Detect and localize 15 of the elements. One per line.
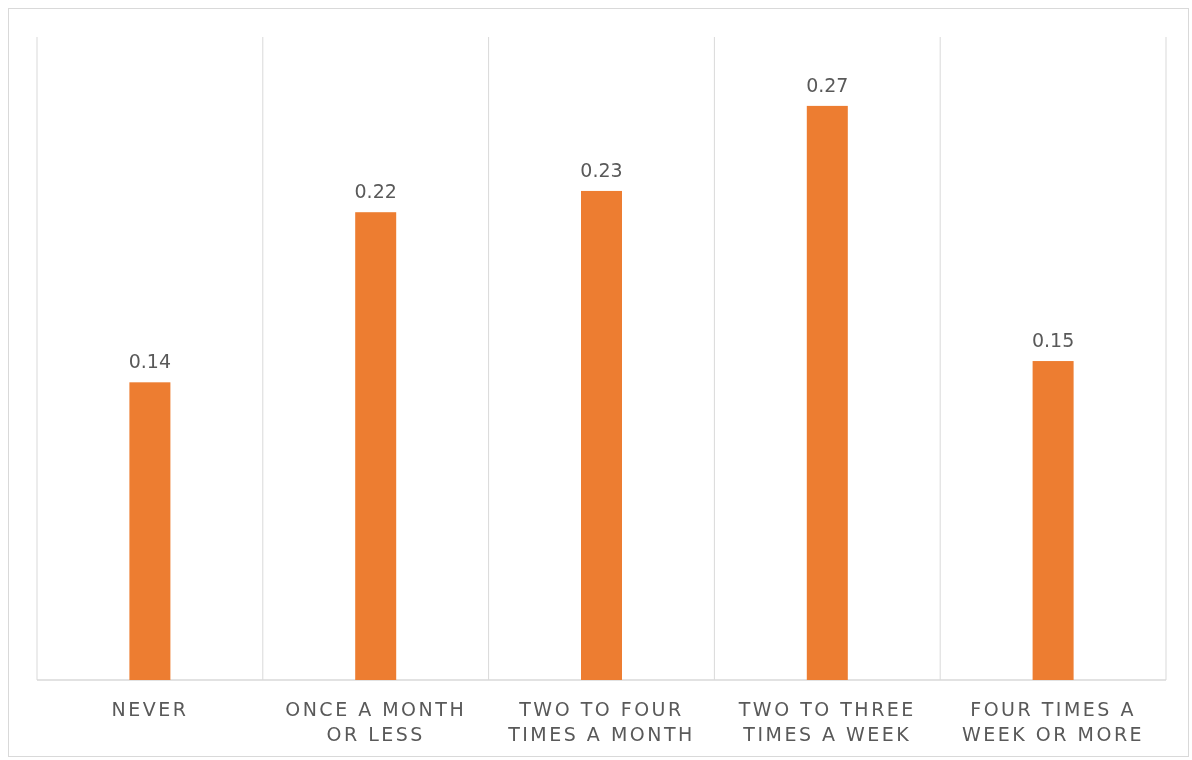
x-tick-label: ONCE A MONTH OR LESS	[285, 698, 467, 745]
x-tick-label: TWO TO THREE TIMES A WEEK	[737, 698, 916, 745]
data-label: 0.14	[128, 350, 172, 373]
x-tick-label: NEVER	[111, 698, 189, 720]
data-label: 0.27	[806, 73, 849, 96]
data-label: 0.23	[580, 158, 623, 181]
data-label: 0.22	[354, 180, 397, 203]
bar	[129, 382, 171, 680]
bar	[581, 190, 622, 680]
bar	[806, 105, 848, 680]
bar	[1032, 361, 1074, 680]
x-tick-label: TWO TO FOUR TIMES A MONTH	[507, 698, 695, 745]
data-label: 0.15	[1031, 329, 1075, 352]
bar	[355, 212, 397, 680]
x-tick-label: FOUR TIMES A WEEK OR MORE	[962, 698, 1145, 745]
